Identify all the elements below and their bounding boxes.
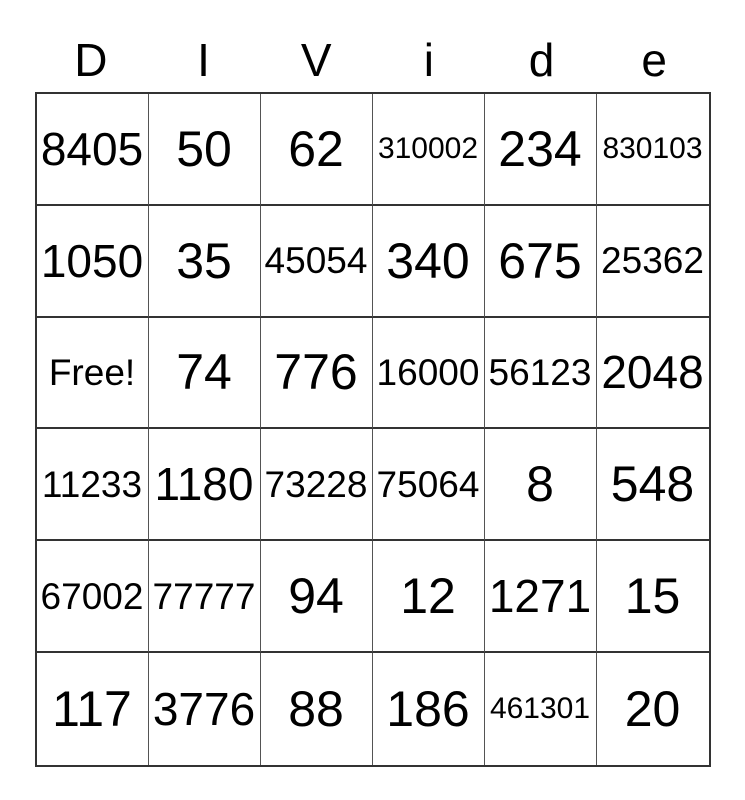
bingo-cell-r6c3[interactable]: 88 xyxy=(261,652,373,765)
bingo-card: D I V i d e 8405 50 62 310002 234 830103… xyxy=(34,0,711,767)
bingo-cell-r4c6[interactable]: 548 xyxy=(596,429,709,542)
bingo-cell-r5c6[interactable]: 15 xyxy=(596,541,709,653)
bingo-cell-r5c3[interactable]: 94 xyxy=(260,541,373,653)
bingo-cell-r4c4[interactable]: 75064 xyxy=(372,429,485,542)
bingo-cell-r4c3[interactable]: 73228 xyxy=(260,429,373,542)
bingo-cell-r6c6[interactable]: 20 xyxy=(624,680,681,737)
bingo-cell-r5c5[interactable]: 1271 xyxy=(484,541,597,653)
bingo-cell-r3c5[interactable]: 56123 xyxy=(484,317,597,430)
title-letter-4: i xyxy=(423,34,434,86)
title-letter-2: I xyxy=(197,34,210,86)
title-letter-6: e xyxy=(641,34,667,86)
bingo-cell-r3c2[interactable]: 74 xyxy=(148,317,261,430)
bingo-cell-r3c4[interactable]: 16000 xyxy=(372,317,485,430)
bingo-cell-r4c5[interactable]: 8 xyxy=(484,429,597,542)
bingo-cell-r1c6[interactable]: 830103 xyxy=(596,94,709,206)
title-letter-1: D xyxy=(74,34,108,86)
bingo-cell-r5c2[interactable]: 77777 xyxy=(148,541,261,653)
bingo-cell-r1c5[interactable]: 234 xyxy=(484,94,597,206)
bingo-cell-r5c1[interactable]: 67002 xyxy=(36,541,149,653)
bingo-grid: 8405 50 62 310002 234 830103 1050 35 450… xyxy=(34,92,711,767)
bingo-cell-r3c3[interactable]: 776 xyxy=(260,317,373,430)
bingo-cell-r2c3[interactable]: 45054 xyxy=(260,205,373,318)
bingo-cell-r2c4[interactable]: 340 xyxy=(372,205,485,318)
bingo-cell-r3c6[interactable]: 2048 xyxy=(596,318,709,430)
bingo-cell-r1c4[interactable]: 310002 xyxy=(372,94,485,206)
bingo-cell-r5c4[interactable]: 12 xyxy=(372,541,485,653)
bingo-cell-r2c5[interactable]: 675 xyxy=(484,205,597,318)
title-letter-5: d xyxy=(528,34,555,86)
bingo-cell-r1c1[interactable]: 8405 xyxy=(36,94,149,206)
bingo-cell-r1c3[interactable]: 62 xyxy=(260,94,373,206)
bingo-cell-free[interactable]: Free! xyxy=(36,317,149,430)
bingo-cell-r4c2[interactable]: 1180 xyxy=(148,429,261,542)
bingo-cell-r6c5[interactable]: 461301 xyxy=(485,652,597,765)
bingo-cell-r6c4[interactable]: 186 xyxy=(373,652,485,765)
bingo-cell-r6c1[interactable]: 117 xyxy=(37,652,149,765)
bingo-cell-r2c1[interactable]: 1050 xyxy=(36,205,149,318)
bingo-cell-r2c6[interactable]: 25362 xyxy=(596,206,709,318)
bingo-cell-r6c2[interactable]: 3776 xyxy=(149,652,261,765)
bingo-cell-r4c1[interactable]: 11233 xyxy=(36,429,149,542)
card-title: D I V i d e xyxy=(35,0,711,92)
bingo-cell-r2c2[interactable]: 35 xyxy=(148,205,261,318)
bingo-cell-r1c2[interactable]: 50 xyxy=(148,94,261,206)
title-letter-3: V xyxy=(300,34,332,86)
